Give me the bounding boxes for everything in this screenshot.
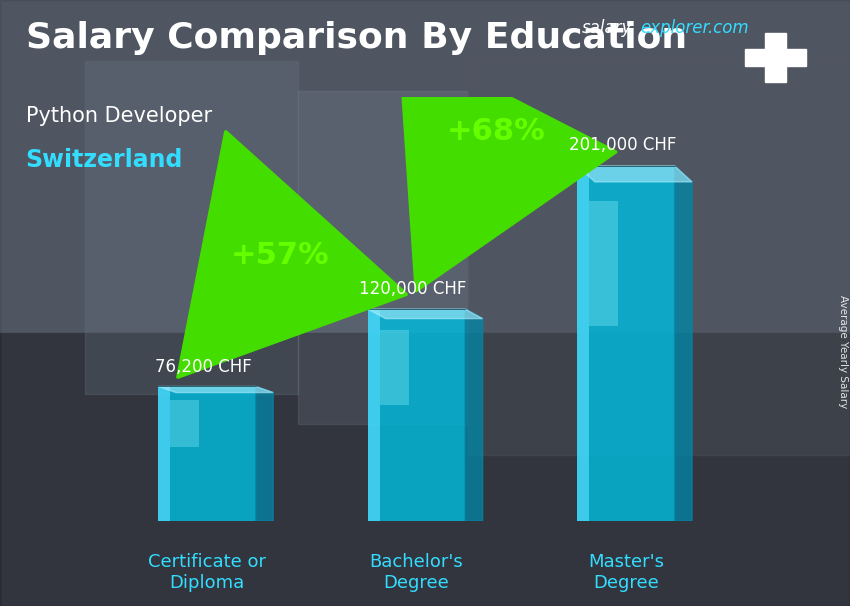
Bar	[85, 61, 298, 394]
Polygon shape	[158, 387, 273, 393]
Bar	[765, 33, 786, 82]
Text: Python Developer: Python Developer	[26, 106, 212, 126]
Text: Switzerland: Switzerland	[26, 148, 183, 173]
Text: salary: salary	[582, 19, 632, 38]
Polygon shape	[577, 166, 692, 182]
Text: Master's
Degree: Master's Degree	[588, 553, 664, 592]
FancyArrowPatch shape	[400, 41, 615, 291]
Bar	[745, 49, 806, 66]
Text: Salary Comparison By Education: Salary Comparison By Education	[26, 21, 687, 55]
Text: 201,000 CHF: 201,000 CHF	[569, 136, 676, 153]
Polygon shape	[465, 309, 483, 521]
Text: +68%: +68%	[447, 117, 546, 146]
Text: +57%: +57%	[231, 241, 330, 270]
Bar	[577, 166, 589, 521]
Polygon shape	[256, 387, 273, 521]
FancyArrowPatch shape	[178, 132, 406, 377]
Bar	[380, 330, 409, 405]
Bar	[0, 333, 850, 606]
Text: 120,000 CHF: 120,000 CHF	[359, 279, 467, 298]
Bar	[0, 0, 850, 333]
Bar	[577, 166, 675, 521]
Text: 76,200 CHF: 76,200 CHF	[155, 358, 252, 376]
Polygon shape	[675, 166, 692, 521]
Bar	[170, 400, 199, 447]
Bar	[468, 61, 850, 455]
Bar	[368, 309, 465, 521]
Bar	[589, 201, 618, 326]
Text: Bachelor's
Degree: Bachelor's Degree	[370, 553, 463, 592]
Text: explorer.com: explorer.com	[640, 19, 749, 38]
Bar	[298, 91, 468, 424]
Bar	[158, 387, 256, 521]
Polygon shape	[368, 309, 483, 319]
Bar	[368, 309, 380, 521]
Bar	[158, 387, 170, 521]
Text: Certificate or
Diploma: Certificate or Diploma	[148, 553, 266, 592]
Text: Average Yearly Salary: Average Yearly Salary	[838, 295, 848, 408]
